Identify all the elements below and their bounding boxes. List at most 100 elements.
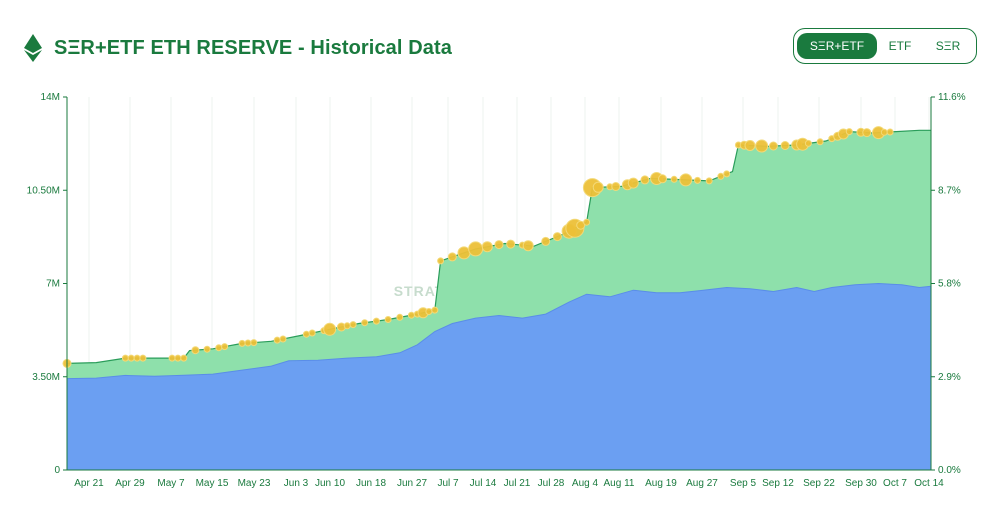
event-bubble <box>250 339 258 347</box>
toggle-ser[interactable]: SΞR <box>935 39 961 53</box>
event-bubble <box>191 346 200 355</box>
x-tick-label: Sep 22 <box>803 478 835 489</box>
event-bubble <box>244 339 252 347</box>
event-bubble <box>133 354 141 362</box>
event-bubble <box>627 177 639 189</box>
event-bubble <box>425 308 433 315</box>
event-bubble <box>168 354 176 362</box>
event-bubble <box>238 339 246 347</box>
toggle-ser-etf[interactable]: SΞR+ETF <box>797 33 877 59</box>
event-bubble <box>384 316 392 323</box>
event-bubble <box>302 330 310 338</box>
y-right-tick-label: 5.8% <box>938 279 961 290</box>
x-tick-label: Jul 28 <box>538 478 565 489</box>
x-tick-label: May 23 <box>238 478 271 489</box>
event-bubble <box>522 240 534 252</box>
view-toggle: SΞR+ETF ETF SΞR <box>793 28 977 64</box>
axes: Apr 21 Apr 29 May 7 May 15 May 23 Jun 3 Jun 10… <box>27 92 966 489</box>
x-tick-label: Jun 18 <box>356 478 386 489</box>
series-areas <box>66 129 932 471</box>
event-bubble <box>576 220 586 230</box>
x-tick-label: Sep 12 <box>762 478 794 489</box>
x-tick-label: Jul 14 <box>470 478 497 489</box>
event-bubble <box>780 141 790 150</box>
event-bubble <box>679 173 693 187</box>
y-left-tick-label: 7M <box>46 279 60 290</box>
event-bubble <box>468 241 484 257</box>
y-left-tick-label: 0 <box>54 465 60 476</box>
event-bubble <box>372 317 380 325</box>
x-tick-label: Apr 29 <box>115 478 145 489</box>
event-bubble <box>139 354 147 362</box>
event-bubble <box>481 241 493 253</box>
event-bubble <box>361 319 369 327</box>
x-tick-label: Apr 21 <box>74 478 104 489</box>
y-left-tick-label: 10.50M <box>27 185 60 196</box>
event-bubble <box>407 311 415 319</box>
event-bubble <box>221 343 229 351</box>
event-bubble <box>121 354 129 362</box>
event-bubble <box>541 236 551 246</box>
event-bubble <box>768 141 778 151</box>
event-bubble <box>755 139 769 153</box>
event-bubble <box>431 306 439 314</box>
y-right-tick-label: 2.9% <box>938 372 961 383</box>
event-bubble <box>670 175 678 183</box>
event-bubble <box>396 313 404 321</box>
event-bubble <box>717 172 725 180</box>
event-bubble <box>349 321 357 329</box>
x-tick-label: Aug 4 <box>572 478 599 489</box>
y-right-tick-label: 11.6% <box>938 92 966 103</box>
x-tick-label: Sep 30 <box>845 478 877 489</box>
x-tick-label: Oct 7 <box>883 478 907 489</box>
etf-reserve-line <box>66 282 932 380</box>
y-left-tick-label: 14M <box>41 92 60 103</box>
x-tick-label: May 7 <box>157 478 185 489</box>
event-bubble <box>180 354 188 362</box>
x-tick-label: Jul 21 <box>504 478 531 489</box>
event-bubble <box>845 128 853 136</box>
chart-title: SΞR+ETF ETH RESERVE - Historical Data <box>54 36 452 59</box>
event-bubble <box>816 138 824 146</box>
event-bubble <box>862 128 872 138</box>
x-tick-label: Aug 19 <box>645 478 677 489</box>
event-bubble <box>323 322 337 336</box>
event-bubbles <box>62 126 894 368</box>
x-tick-label: Jun 10 <box>315 478 345 489</box>
event-bubble <box>203 345 211 353</box>
event-bubble <box>694 176 701 184</box>
event-bubble <box>506 239 516 249</box>
event-bubble <box>279 335 287 343</box>
event-bubble <box>640 175 650 185</box>
chart-header: SΞR+ETF ETH RESERVE - Historical Data <box>24 34 452 62</box>
etf-reserve-area <box>67 283 931 470</box>
x-tick-label: Sep 5 <box>730 478 757 489</box>
event-bubble <box>611 182 621 191</box>
event-bubble <box>273 336 281 344</box>
event-bubble <box>494 240 504 250</box>
event-bubble <box>343 322 351 330</box>
toggle-etf[interactable]: ETF <box>888 39 912 53</box>
event-bubble <box>592 181 604 193</box>
x-tick-label: Aug 27 <box>686 478 718 489</box>
x-tick-label: Oct 14 <box>914 478 944 489</box>
y-left-tick-label: 3.50M <box>32 372 60 383</box>
event-bubble <box>658 174 667 184</box>
event-bubble <box>583 218 591 226</box>
event-bubble <box>705 177 713 185</box>
event-bubble <box>437 257 445 265</box>
ethereum-icon <box>24 34 42 62</box>
event-bubble <box>744 140 756 151</box>
event-bubble <box>215 344 223 352</box>
event-bubble <box>447 252 457 262</box>
event-bubble <box>174 354 182 362</box>
x-tick-label: Jul 7 <box>437 478 459 489</box>
x-tick-label: Aug 11 <box>604 478 635 489</box>
event-bubble <box>127 354 135 362</box>
event-bubble <box>880 128 888 136</box>
event-bubble <box>308 329 316 337</box>
y-right-tick-label: 8.7% <box>938 185 961 196</box>
y-right-tick-label: 0.0% <box>938 465 961 476</box>
event-bubble <box>552 232 562 242</box>
